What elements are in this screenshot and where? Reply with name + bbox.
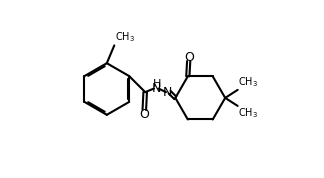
Text: N: N <box>163 86 172 99</box>
Text: O: O <box>139 108 149 121</box>
Text: O: O <box>184 51 194 64</box>
Text: CH$_3$: CH$_3$ <box>115 31 135 44</box>
Text: CH$_3$: CH$_3$ <box>238 106 258 120</box>
Text: H: H <box>153 79 162 89</box>
Text: N: N <box>152 82 161 95</box>
Text: CH$_3$: CH$_3$ <box>238 75 258 89</box>
